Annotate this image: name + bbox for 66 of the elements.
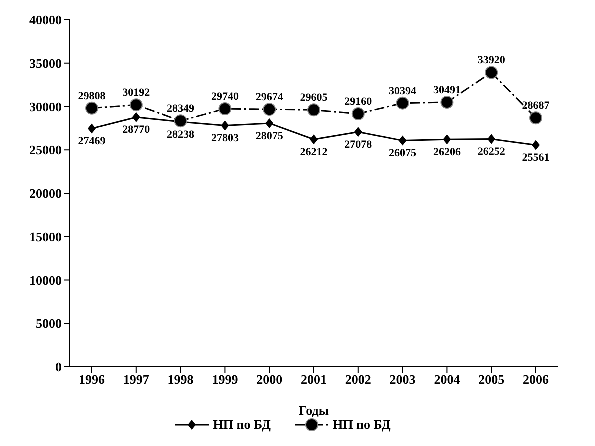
x-tick-label: 1999 — [212, 372, 239, 388]
data-label: 26212 — [300, 146, 328, 158]
data-label: 29674 — [256, 92, 284, 104]
data-label: 30192 — [122, 87, 151, 100]
point — [218, 102, 232, 116]
legend-label: НП по БД — [333, 417, 391, 433]
point — [485, 66, 498, 80]
y-tick-label: 5000 — [36, 316, 62, 332]
data-label: 28075 — [256, 130, 284, 142]
data-label: 29160 — [344, 96, 373, 108]
data-label: 25561 — [522, 152, 550, 164]
data-label: 28687 — [522, 100, 550, 112]
point — [488, 134, 496, 144]
data-label: 33920 — [478, 54, 506, 67]
legend-label: НП по БД — [213, 417, 271, 433]
point — [310, 134, 318, 145]
data-label: 26252 — [478, 146, 506, 158]
point — [88, 124, 96, 134]
x-tick-label: 2002 — [345, 372, 372, 388]
data-label: 29808 — [78, 90, 106, 102]
x-tick-label: 2003 — [390, 372, 416, 388]
x-tick-label: 2004 — [434, 372, 461, 388]
y-tick-label: 40000 — [30, 12, 62, 28]
y-tick-label: 30000 — [30, 99, 62, 114]
x-tick-label: 2000 — [256, 372, 283, 388]
point — [86, 102, 98, 115]
point — [530, 112, 542, 125]
x-axis-title: Годы — [299, 403, 329, 418]
y-tick-label: 25000 — [30, 142, 62, 158]
point — [308, 104, 320, 117]
x-tick-label: 2001 — [301, 372, 327, 388]
y-tick-label: 20000 — [30, 186, 62, 202]
data-label: 28238 — [167, 128, 196, 141]
data-label: 28349 — [167, 103, 196, 116]
data-label: 30394 — [389, 85, 418, 98]
data-label: 27078 — [344, 138, 373, 151]
x-tick-label: 1996 — [79, 372, 106, 388]
data-label: 26206 — [433, 146, 462, 158]
y-tick-label: 10000 — [30, 272, 62, 288]
y-tick-label: 15000 — [30, 229, 62, 244]
point — [132, 112, 140, 122]
y-tick-label: 35000 — [30, 56, 62, 71]
point — [440, 96, 454, 109]
data-label: 28770 — [122, 124, 151, 136]
point — [130, 98, 143, 112]
data-label: 26075 — [389, 148, 418, 160]
data-label: 27469 — [78, 136, 106, 148]
point — [354, 127, 362, 138]
data-label: 27803 — [211, 132, 240, 145]
point — [398, 136, 407, 146]
y-tick-label: 0 — [56, 360, 62, 375]
data-label: 29740 — [211, 91, 240, 104]
point — [174, 114, 188, 128]
point — [396, 96, 410, 110]
point — [221, 120, 230, 131]
data-label: 30491 — [433, 84, 461, 96]
x-tick-label: 1998 — [168, 372, 194, 388]
point — [352, 108, 365, 121]
point — [443, 134, 452, 145]
x-tick-label: 2005 — [478, 372, 506, 388]
point — [266, 118, 274, 128]
data-label: 29605 — [300, 92, 328, 104]
point — [532, 140, 540, 150]
x-tick-label: 2006 — [523, 372, 550, 388]
point — [263, 103, 276, 116]
x-tick-label: 1997 — [123, 372, 150, 388]
